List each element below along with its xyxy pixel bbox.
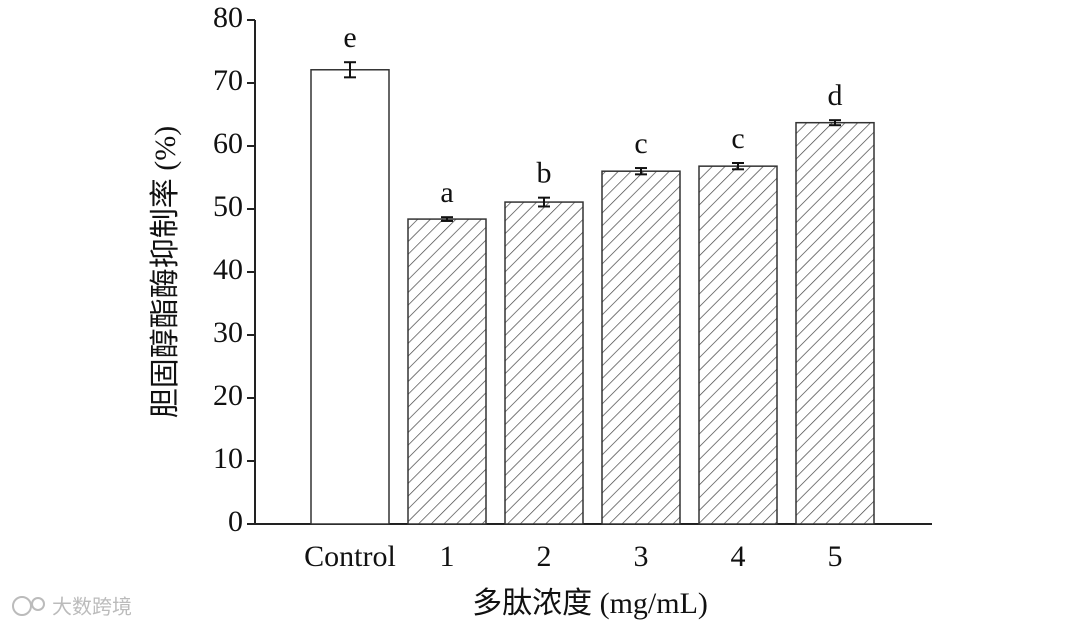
x-tick-label: 4 (731, 540, 746, 573)
significance-letter: e (343, 21, 356, 54)
bar (310, 69, 390, 525)
bar (698, 165, 778, 525)
x-tick-label: 1 (440, 540, 455, 573)
y-tick-label: 50 (213, 190, 243, 223)
x-axis-title: 多肽浓度 (mg/mL) (472, 587, 708, 620)
x-tick-label: 3 (634, 540, 649, 573)
bar (504, 201, 584, 525)
significance-letter: a (440, 176, 453, 209)
significance-letter: c (731, 122, 744, 155)
y-tick-label: 60 (213, 127, 243, 160)
watermark: 大数跨境 (52, 595, 132, 619)
bar (601, 170, 681, 525)
y-tick-label: 20 (213, 379, 243, 412)
bar (407, 218, 487, 525)
x-tick-label: 5 (828, 540, 843, 573)
bar (795, 121, 875, 525)
x-tick-label: 2 (537, 540, 552, 573)
x-tick-label: Control (304, 540, 396, 573)
watermark-icon (12, 596, 45, 616)
significance-letter: d (828, 79, 843, 112)
y-axis-title: 胆固醇酯酶抑制率 (%) (149, 126, 182, 418)
y-tick-label: 30 (213, 316, 243, 349)
y-tick-label: 70 (213, 64, 243, 97)
y-tick-label: 0 (228, 505, 243, 538)
y-tick-label: 40 (213, 253, 243, 286)
y-tick-label: 80 (213, 1, 243, 34)
significance-letter: c (634, 127, 647, 160)
significance-letter: b (537, 157, 552, 190)
y-tick-label: 10 (213, 442, 243, 475)
